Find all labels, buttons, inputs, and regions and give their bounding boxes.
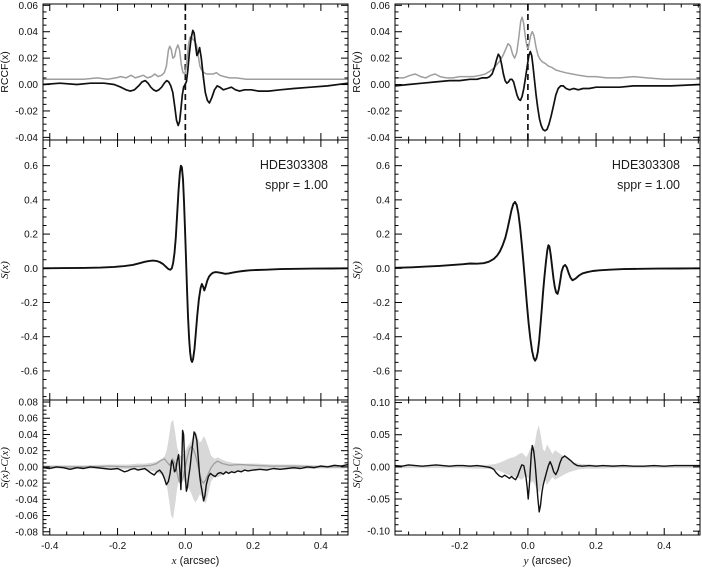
s-y-sppr-label: sppr = 1.00 xyxy=(617,178,680,192)
s-x-ytick-label: 0.6 xyxy=(24,161,38,172)
s-y-target-label: HDE303308 xyxy=(612,158,680,172)
resid-y-xtick-label: 0.2 xyxy=(589,541,603,552)
resid-y-ticks xyxy=(395,400,700,535)
curve-s-x-curve xyxy=(43,164,348,363)
s-y-ytick-label: -0.2 xyxy=(373,298,391,309)
s-x-yaxis-title: S(x) xyxy=(0,261,11,279)
s-y-ytick-label: -0.6 xyxy=(373,366,391,377)
rccf-y-ytick-label: -0.04 xyxy=(367,133,390,144)
s-x-ytick-label: 0.4 xyxy=(24,195,38,206)
resid-x-ytick-label: 0.00 xyxy=(19,462,39,473)
resid-x-ticks xyxy=(43,400,348,535)
rccf-y-ytick-label: 0.00 xyxy=(371,80,391,91)
s-x-ytick-label: -0.4 xyxy=(21,332,39,343)
s-x-ytick-label: 0.0 xyxy=(24,264,38,275)
resid-y-ytick-label: 0.10 xyxy=(371,398,391,409)
resid-y-error-band xyxy=(395,425,700,493)
resid-y-xaxis-title: y (arcsec) xyxy=(523,555,572,567)
rccf-x-yaxis-title: RCCF(x) xyxy=(0,51,11,92)
resid-x-xtick-label: 0.4 xyxy=(314,541,328,552)
s-x-sppr-label: sppr = 1.00 xyxy=(265,178,328,192)
resid-y-ytick-label: 0.00 xyxy=(371,462,391,473)
resid-y-xtick-label: 0.0 xyxy=(521,541,535,552)
resid-x-ytick-label: -0.04 xyxy=(15,495,38,506)
rccf-y-yaxis-title: RCCF(y) xyxy=(351,51,363,92)
resid-x-xtick-label: 0.2 xyxy=(246,541,260,552)
rccf-y-ytick-label: 0.04 xyxy=(371,27,391,38)
resid-x-ytick-label: 0.04 xyxy=(19,430,39,441)
rccf-x-ytick-label: -0.02 xyxy=(15,106,38,117)
resid-y-ytick-label: 0.05 xyxy=(371,430,391,441)
s-x-ytick-label: -0.2 xyxy=(21,298,39,309)
resid-x-yaxis-title: S(x)-C(x) xyxy=(0,447,11,488)
rccf-x-ytick-label: 0.00 xyxy=(19,80,39,91)
curve-resid-x-data xyxy=(43,429,348,502)
resid-y-ytick-label: -0.10 xyxy=(367,527,390,538)
s-y-ticks xyxy=(395,139,700,400)
resid-y-xtick-label: 0.4 xyxy=(657,541,671,552)
curve-rccf-x-reference xyxy=(43,36,348,81)
s-y-ytick-label: 0.4 xyxy=(376,195,390,206)
s-x-ytick-label: 0.2 xyxy=(24,230,38,241)
resid-x-xtick-label: -0.4 xyxy=(41,541,59,552)
rccf-x-ticks xyxy=(43,4,348,140)
curve-resid-y-data xyxy=(395,444,700,513)
rccf-y-ytick-label: 0.02 xyxy=(371,54,391,65)
s-y-ytick-label: 0.6 xyxy=(376,161,390,172)
panel-rccf-x: -0.04 -0.02 0.00 0.02 0.04 0.06 RCCF(x) xyxy=(0,1,349,144)
resid-x-xaxis-title: x (arcsec) xyxy=(171,555,220,567)
resid-x-ytick-label: -0.02 xyxy=(15,479,38,490)
rccf-x-ytick-label: 0.04 xyxy=(19,27,39,38)
rccf-x-ytick-label: 0.06 xyxy=(19,1,39,12)
curve-resid-x-reference xyxy=(43,445,348,484)
resid-y-yaxis-title: S(y)-C(y) xyxy=(351,447,363,488)
resid-x-ytick-label: -0.06 xyxy=(15,511,38,522)
resid-x-ytick-label: 0.02 xyxy=(19,446,39,457)
panel-rccf-y: -0.04 -0.02 0.00 0.02 0.04 0.06 RCCF(y) xyxy=(351,1,701,144)
panel-resid-y: -0.10 -0.05 0.00 0.05 0.10 -0.2 0.0 0.2 0.4 y (ar… xyxy=(351,398,701,567)
rccf-y-ytick-label: -0.02 xyxy=(367,106,390,117)
curve-s-y-curve xyxy=(395,200,700,362)
s-x-ticks xyxy=(43,139,348,400)
resid-x-xtick-label: -0.2 xyxy=(109,541,127,552)
resid-x-ytick-label: 0.08 xyxy=(19,398,39,409)
rccf-y-ytick-label: 0.06 xyxy=(371,1,391,12)
panel-s-x: -0.6 -0.4 -0.2 0.0 0.2 0.4 0.6 S(x) HDE303308 spp… xyxy=(0,139,349,401)
rccf-x-ytick-label: -0.04 xyxy=(15,133,38,144)
panel-s-y: -0.6 -0.4 -0.2 0.0 0.2 0.4 0.6 S(y) HDE303308 spp… xyxy=(351,139,701,401)
resid-y-xtick-label: -0.2 xyxy=(451,541,469,552)
resid-x-ytick-label: 0.06 xyxy=(19,414,39,425)
resid-x-frame xyxy=(42,399,349,536)
curve-rccf-x-data xyxy=(43,29,348,127)
s-x-target-label: HDE303308 xyxy=(260,158,328,172)
s-x-ytick-label: -0.6 xyxy=(21,366,39,377)
rccf-x-ytick-label: 0.02 xyxy=(19,54,39,65)
s-y-ytick-label: 0.2 xyxy=(376,230,390,241)
panel-resid-x: -0.08 -0.06 -0.04 -0.02 0.00 0.02 0.04 0.06 0.08… xyxy=(0,398,349,567)
resid-x-error-band xyxy=(43,419,348,519)
rccf-y-ticks xyxy=(395,4,700,140)
curve-rccf-y-data xyxy=(395,50,700,132)
resid-x-ytick-label: -0.08 xyxy=(15,527,38,538)
resid-y-ytick-label: -0.05 xyxy=(367,495,390,506)
s-y-ytick-label: 0.0 xyxy=(376,264,390,275)
curve-rccf-y-reference xyxy=(395,16,700,81)
s-y-ytick-label: -0.4 xyxy=(373,332,391,343)
resid-y-frame xyxy=(394,399,701,536)
resid-x-xtick-label: 0.0 xyxy=(178,541,192,552)
s-y-yaxis-title: S(y) xyxy=(351,261,363,279)
